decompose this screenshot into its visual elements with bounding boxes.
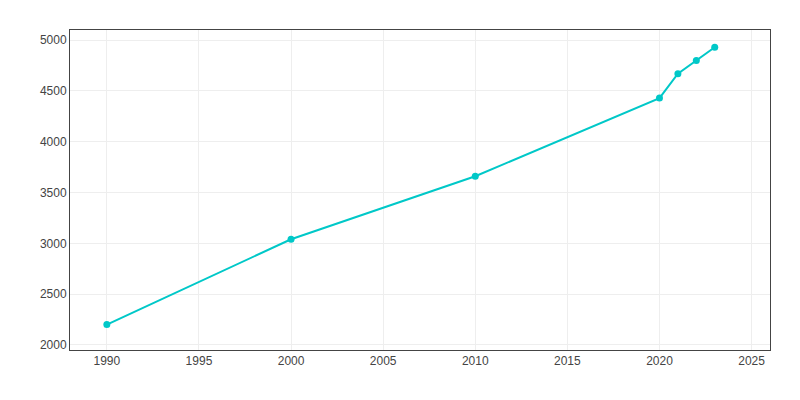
svg-text:2000: 2000 <box>278 354 305 368</box>
svg-text:1990: 1990 <box>93 354 120 368</box>
svg-text:2010: 2010 <box>462 354 489 368</box>
svg-text:3000: 3000 <box>40 237 67 251</box>
svg-text:4500: 4500 <box>40 84 67 98</box>
svg-text:2005: 2005 <box>370 354 397 368</box>
svg-text:5000: 5000 <box>40 33 67 47</box>
svg-text:1995: 1995 <box>186 354 213 368</box>
svg-text:2015: 2015 <box>554 354 581 368</box>
svg-text:2025: 2025 <box>738 354 765 368</box>
svg-text:3500: 3500 <box>40 186 67 200</box>
svg-text:2500: 2500 <box>40 287 67 301</box>
svg-text:2000: 2000 <box>40 338 67 352</box>
svg-text:4000: 4000 <box>40 135 67 149</box>
svg-text:2020: 2020 <box>646 354 673 368</box>
